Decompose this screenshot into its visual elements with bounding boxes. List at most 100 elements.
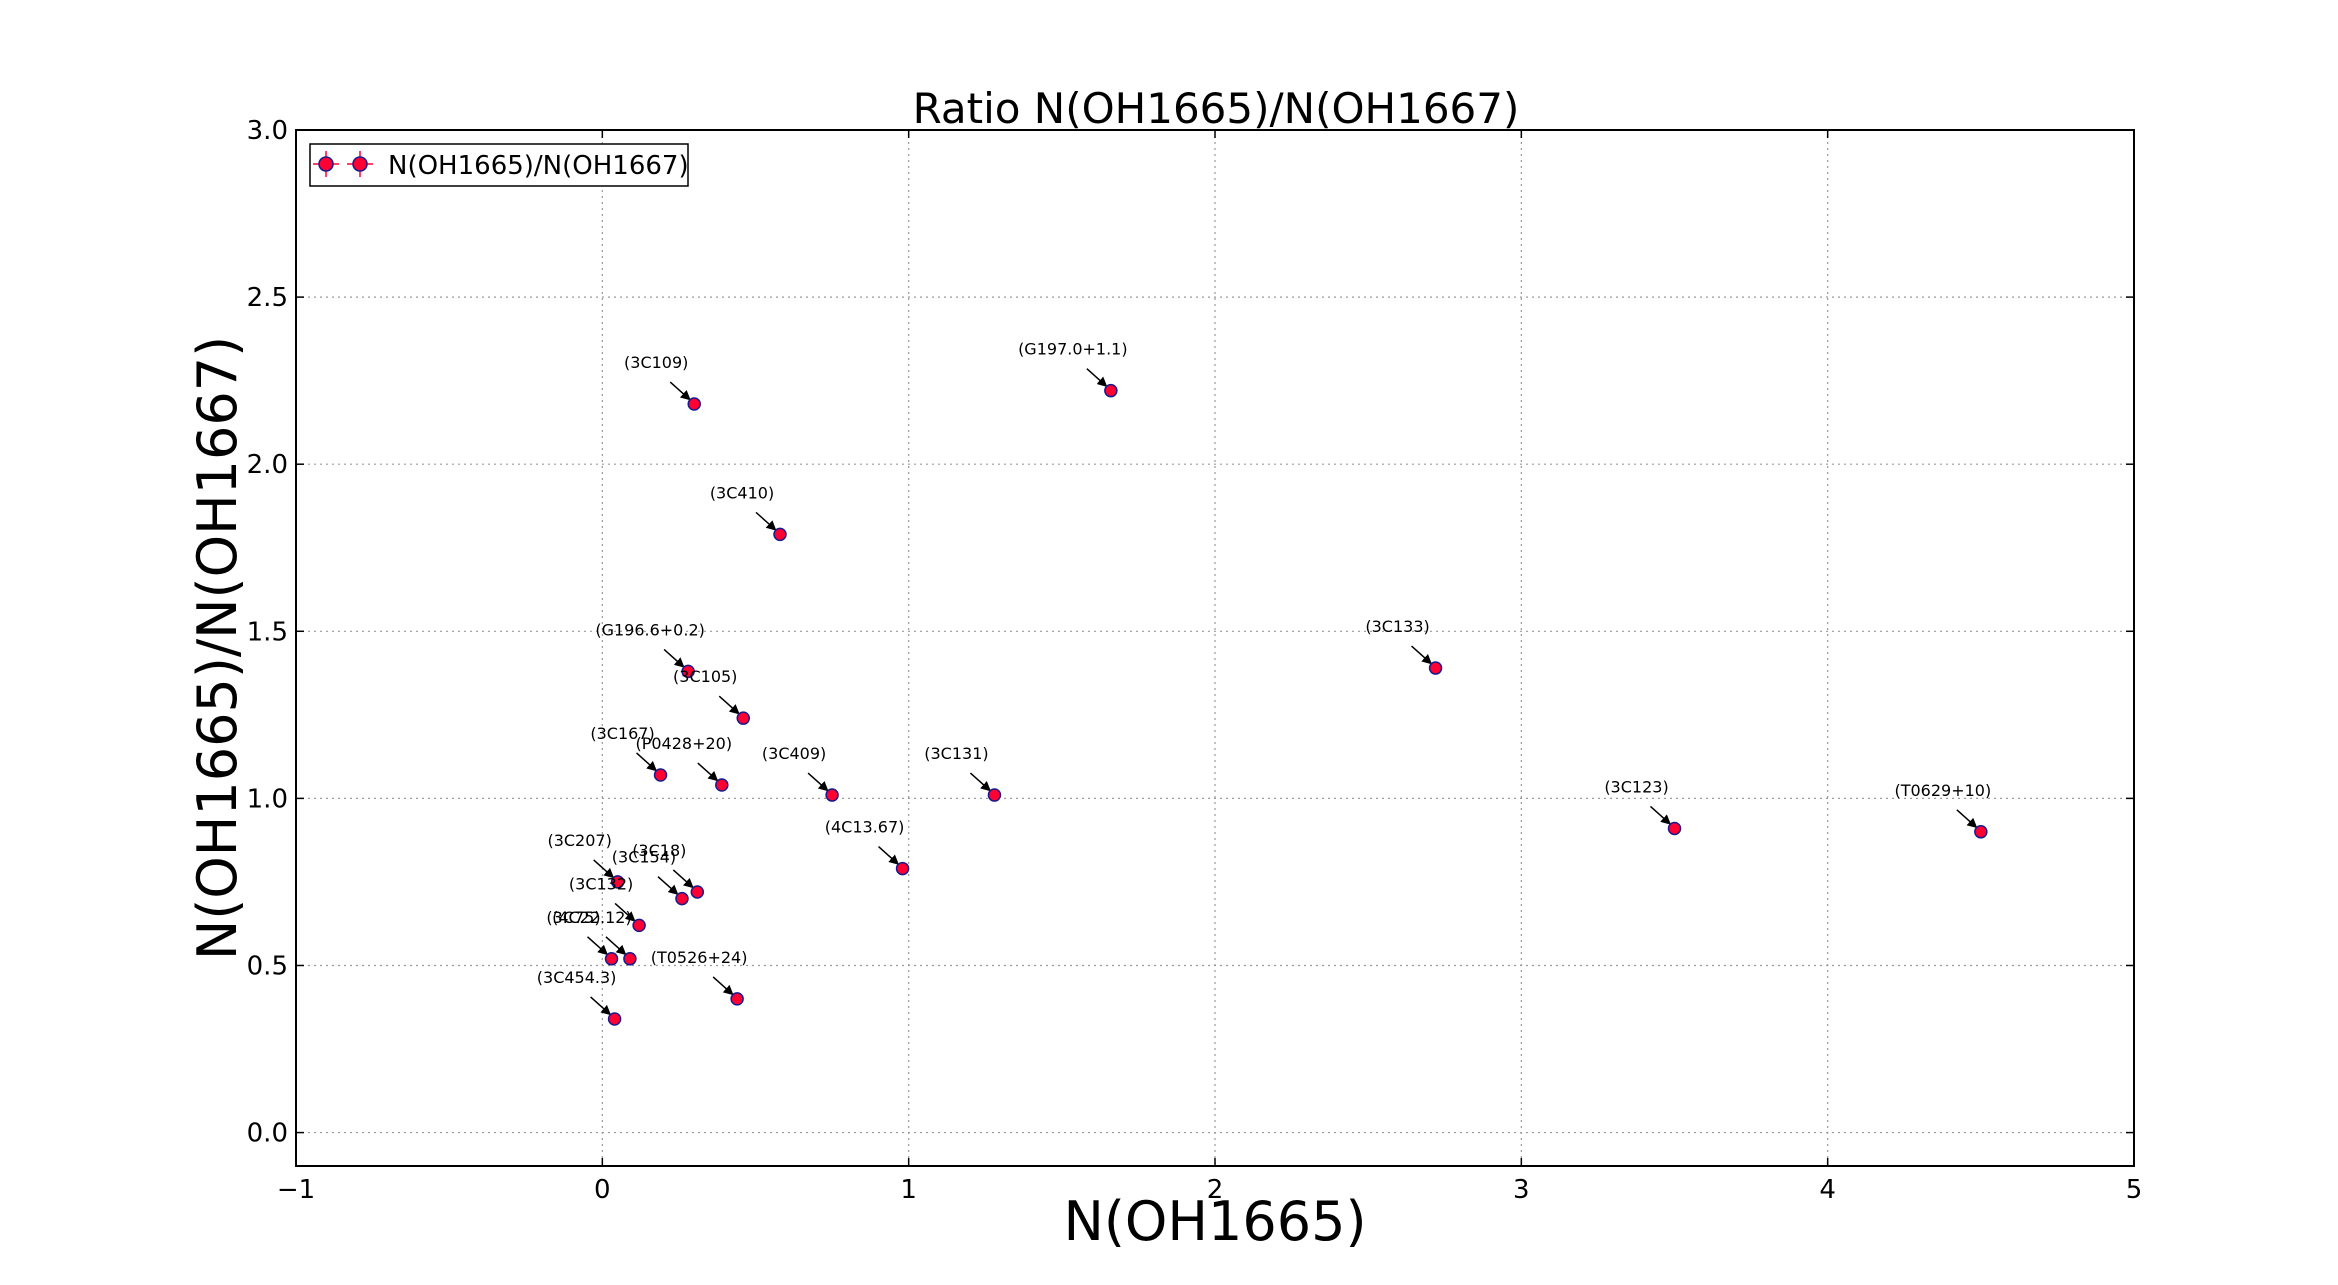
point-marker: [690, 885, 705, 899]
annotation-arrow: [697, 762, 719, 782]
x-axis-label: N(OH1665): [1063, 1190, 1366, 1253]
annotation-arrow: [807, 772, 829, 792]
point-marker: [730, 992, 744, 1006]
data-point: (3C207): [547, 831, 625, 889]
point-marker: [653, 768, 668, 782]
data-point: (3C18): [632, 841, 705, 899]
data-point: (3C133): [1365, 617, 1443, 675]
data-point: (G197.0+1.1): [1018, 340, 1128, 398]
y-tick-label: 2.5: [247, 283, 288, 313]
point-label: (3C133): [1365, 617, 1429, 636]
point-label: (3C132): [569, 874, 633, 893]
data-point: (3C109): [624, 353, 701, 411]
point-label: (T0526+24): [651, 948, 748, 967]
data-point: (T0526+24): [651, 948, 748, 1006]
legend-box: [309, 143, 689, 187]
annotation-arrow: [590, 996, 612, 1016]
chart-title: Ratio N(OH1665)/N(OH1667): [913, 84, 1520, 133]
data-point: (3C123): [1604, 777, 1682, 836]
point-marker: [1104, 383, 1118, 398]
x-tick-label: 4: [1819, 1175, 1836, 1205]
point-label: (3C75): [546, 908, 600, 927]
annotation-arrow: [663, 648, 685, 668]
point-label: (P0428+20): [635, 734, 732, 753]
data-point: (3C409): [762, 744, 839, 802]
annotation-arrow: [672, 869, 694, 889]
annotation-arrow: [878, 846, 900, 865]
annotation-arrow: [718, 695, 740, 715]
point-marker: [607, 1012, 622, 1026]
x-tick-label: 5: [2126, 1175, 2143, 1205]
y-tick-label: 1.0: [247, 784, 288, 814]
point-marker: [632, 918, 646, 933]
point-label: (4C22.12): [552, 908, 632, 927]
annotation-arrow: [1411, 645, 1433, 665]
point-label: (T0629+10): [1894, 781, 1991, 800]
point-marker: [987, 788, 1002, 802]
point-marker: [715, 778, 729, 792]
grid: [296, 130, 2134, 1166]
point-marker: [895, 861, 910, 876]
ticks: −1 0 1 2 3 4 5 0.0 0.5 1.0 1.5 2.0 2.5 3.0: [247, 116, 2143, 1205]
annotation-arrow: [1086, 368, 1108, 388]
data-point: (4C13.67): [825, 818, 910, 876]
y-tick-label: 0.0: [247, 1119, 288, 1149]
y-axis-label: N(OH1665)/N(OH1667): [186, 336, 249, 960]
legend-point-marker: [352, 156, 368, 172]
data-point: (T0629+10): [1894, 781, 1991, 839]
point-marker: [773, 527, 787, 542]
point-marker: [825, 788, 839, 802]
annotation-arrow: [587, 936, 609, 956]
point-marker: [623, 952, 637, 966]
point-marker: [1974, 825, 1988, 839]
x-tick-label: −1: [277, 1175, 315, 1205]
point-label: (3C123): [1604, 777, 1668, 796]
data-point: (G196.6+0.2): [595, 620, 705, 679]
data-point: (P0428+20): [635, 734, 732, 792]
point-label: (3C131): [924, 744, 988, 763]
annotation-arrow: [593, 859, 615, 879]
point-marker: [681, 664, 695, 679]
point-label: (3C154): [612, 848, 676, 867]
x-tick-label: 2: [1207, 1175, 1224, 1205]
point-label: (3C109): [624, 353, 688, 372]
legend-entry: N(OH1665)/N(OH1667): [388, 151, 689, 181]
annotation-arrow: [657, 876, 679, 895]
x-tick-label: 0: [594, 1175, 611, 1205]
point-label: (G197.0+1.1): [1018, 340, 1128, 359]
annotation-arrow: [669, 381, 691, 401]
point-label: (3C207): [547, 831, 611, 850]
legend-marker: [313, 151, 373, 177]
point-label: (4C13.67): [825, 818, 905, 837]
annotation-arrow: [712, 976, 734, 996]
annotation-arrow: [755, 511, 777, 531]
data-point: (3C410): [710, 483, 787, 542]
point-label: (3C167): [590, 724, 654, 743]
annotation-arrow: [1956, 809, 1978, 829]
data-point: (3C154): [612, 848, 689, 906]
data-point: (3C454.3): [537, 968, 622, 1026]
data-point: (3C131): [924, 744, 1002, 802]
point-marker: [687, 397, 701, 411]
y-tick-label: 2.0: [247, 450, 288, 480]
data-point: (4C22.12): [552, 908, 637, 966]
annotation-arrow: [969, 772, 991, 792]
point-label: (3C18): [632, 841, 686, 860]
point-label: (G196.6+0.2): [595, 620, 705, 639]
y-tick-label: 1.5: [247, 617, 288, 647]
annotation-arrow: [605, 936, 627, 956]
point-marker: [1428, 661, 1443, 675]
x-tick-label: 3: [1513, 1175, 1530, 1205]
point-marker: [610, 875, 625, 889]
annotation-arrow: [1649, 805, 1671, 825]
data-points: (3C109) (G197.0+1.1) (3C410) (G196.6+0.2) (3…: [537, 340, 1991, 1026]
point-marker: [1667, 821, 1682, 836]
point-label: (3C105): [673, 667, 737, 686]
y-tick-label: 0.5: [247, 951, 288, 981]
point-marker: [604, 952, 619, 966]
annotation-arrow: [636, 752, 658, 772]
annotation-arrow: [614, 902, 636, 922]
point-marker: [736, 711, 750, 725]
point-label: (3C454.3): [537, 968, 617, 987]
